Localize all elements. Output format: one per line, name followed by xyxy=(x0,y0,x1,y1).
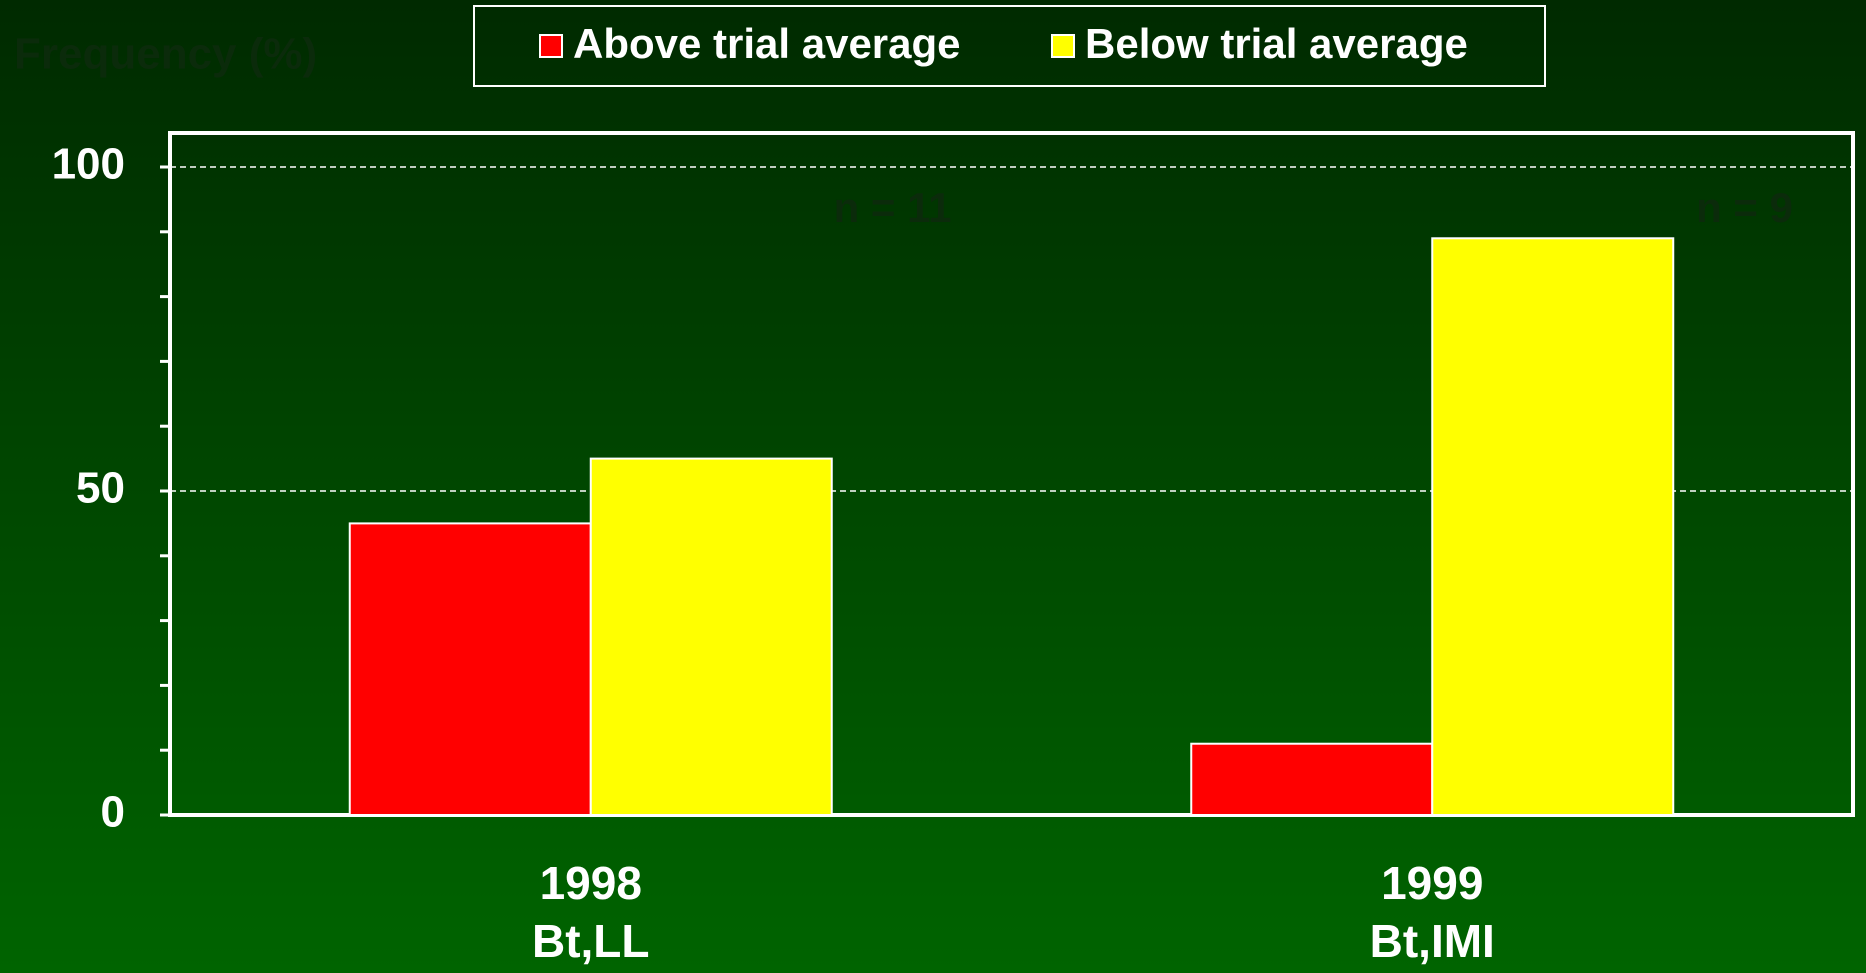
y-tick-label: 100 xyxy=(52,140,125,189)
x-tick-sublabel: Bt,IMI xyxy=(1370,915,1495,967)
annotation: n = 11 xyxy=(834,184,952,231)
bar xyxy=(1431,237,1675,816)
x-tick-label: 1998 xyxy=(540,857,642,909)
bar xyxy=(348,522,592,817)
legend-label: Above trial average xyxy=(573,20,961,67)
x-tick-sublabel: Bt,LL xyxy=(532,915,650,967)
y-axis-label: Frequency (%) xyxy=(14,30,317,79)
y-tick-label: 50 xyxy=(76,464,125,513)
bar xyxy=(1190,742,1434,816)
plot-frame xyxy=(168,131,1855,817)
x-tick-label: 1999 xyxy=(1381,857,1483,909)
y-tick-label: 0 xyxy=(101,788,125,837)
legend-label: Below trial average xyxy=(1085,20,1468,67)
legend-swatch xyxy=(539,34,563,58)
bar xyxy=(589,457,833,816)
legend-swatch xyxy=(1051,34,1075,58)
annotation: n = 9 xyxy=(1696,184,1793,231)
legend-box xyxy=(473,5,1546,87)
